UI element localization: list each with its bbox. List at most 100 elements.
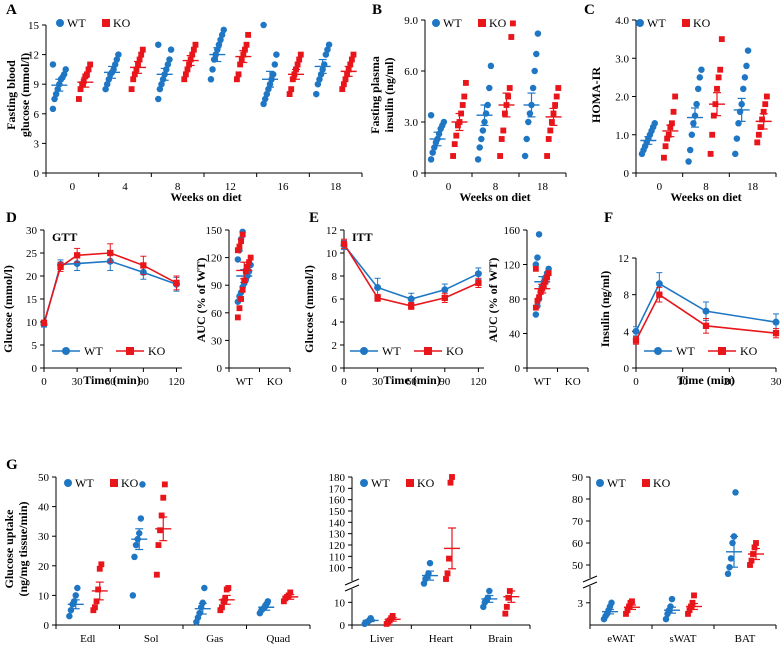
data-point-wt	[207, 76, 215, 83]
panel-letter: E	[309, 210, 319, 226]
y-tick-label: 40	[509, 329, 521, 341]
legend-label-wt: WT	[676, 344, 695, 358]
y-tick-label: 25	[26, 248, 38, 260]
x-axis-title: Time (min)	[83, 373, 140, 387]
data-point-ko	[624, 607, 631, 614]
data-point-ko	[225, 585, 232, 591]
data-point-ko	[242, 268, 249, 275]
data-point-wt	[271, 61, 279, 68]
data-point-ko	[449, 474, 455, 480]
y-tick-label: 60	[211, 308, 223, 320]
data-point-ko	[347, 61, 354, 68]
x-tick-label: Gas	[206, 633, 223, 645]
data-point-wt	[476, 144, 483, 151]
data-point-ko	[664, 135, 671, 142]
x-tick-label: 60	[105, 376, 117, 388]
panel-letter: G	[6, 457, 18, 473]
data-point-ko	[239, 231, 246, 238]
y-tick-label: 1.0	[615, 130, 629, 142]
data-point-wt	[667, 603, 674, 610]
data-point-ko	[441, 294, 448, 301]
data-point-wt	[66, 612, 73, 620]
data-point-ko	[234, 76, 240, 83]
data-point-ko	[669, 120, 675, 127]
y-tick-label: 6	[332, 294, 338, 306]
data-point-ko	[451, 141, 458, 148]
data-point-ko	[173, 279, 180, 287]
data-point-wt	[155, 95, 162, 103]
data-point-wt	[129, 592, 137, 599]
data-point-ko	[552, 102, 559, 108]
x-tick-label: WT	[236, 376, 253, 388]
data-point-ko	[662, 143, 669, 150]
data-point-ko	[540, 282, 547, 289]
data-point-ko	[672, 93, 679, 100]
x-tick-label: 20	[724, 376, 736, 388]
data-point-wt	[474, 156, 482, 163]
x-tick-label: BAT	[735, 633, 756, 645]
data-point-ko	[762, 101, 769, 108]
legend: WT KO	[52, 344, 166, 358]
data-point-ko	[344, 71, 350, 78]
y-tick-label: 70	[572, 516, 584, 528]
data-point-ko	[536, 294, 542, 301]
y-tick-label: 150	[206, 225, 223, 237]
data-point-wt	[220, 26, 227, 34]
data-point-ko	[459, 102, 466, 108]
y-tick-label: 2	[332, 340, 338, 352]
y-axis-title: Glucose (mmol/l)	[1, 265, 15, 353]
legend: WT KO	[432, 16, 507, 30]
x-tick-label: 30	[771, 376, 783, 388]
data-point-ko	[505, 93, 512, 100]
data-point-wt	[314, 80, 322, 88]
x-tick-label: 30	[372, 376, 384, 388]
y-tick-label: 12	[618, 253, 629, 265]
panel-letter: D	[6, 210, 17, 226]
y-axis-title: Glucose (mmol/l)	[302, 265, 316, 353]
y-tick-label: 170	[329, 483, 346, 495]
legend-label-ko: KO	[113, 16, 131, 30]
y-axis-title-line: Insulin (ng/ml)	[598, 271, 612, 347]
x-tick-label: Edl	[80, 633, 95, 645]
x-tick-label: WT	[534, 376, 551, 388]
x-tick-label: 18	[747, 181, 759, 193]
data-point-wt	[632, 327, 640, 335]
y-tick-label: 40	[38, 502, 50, 514]
data-point-ko	[73, 252, 81, 259]
data-point-wt	[217, 36, 224, 44]
x-tick-label: 90	[138, 376, 150, 388]
data-point-ko	[294, 61, 301, 68]
data-point-wt	[218, 31, 226, 39]
y-tick-label: 0	[340, 620, 346, 632]
data-point-ko	[444, 570, 451, 577]
data-point-ko	[243, 41, 250, 48]
data-point-wt	[49, 61, 57, 68]
data-point-wt	[474, 270, 482, 278]
y-tick-label: 8	[332, 271, 338, 283]
data-point-ko	[139, 46, 146, 53]
chart-title: GTT	[52, 230, 77, 244]
data-point-ko	[138, 51, 145, 58]
x-tick-label: 0	[657, 181, 663, 193]
data-point-ko	[450, 153, 457, 159]
legend-marker-wt	[56, 19, 64, 27]
panel-letter: A	[6, 2, 17, 18]
data-point-wt	[532, 311, 540, 318]
data-point-ko	[234, 247, 241, 254]
y-tick-label: 0	[624, 363, 630, 375]
data-point-wt	[729, 539, 736, 547]
data-point-wt	[209, 66, 216, 73]
data-point-ko	[128, 86, 135, 93]
data-point-ko	[247, 254, 254, 261]
legend-label-ko: KO	[693, 16, 711, 30]
y-tick-label: 3	[34, 138, 40, 150]
data-point-ko	[670, 108, 677, 115]
data-point-ko	[454, 122, 461, 129]
legend-marker-ko	[718, 347, 726, 355]
data-point-ko	[545, 136, 552, 142]
data-point-ko	[157, 527, 163, 534]
axis-break-mark	[344, 578, 360, 586]
data-point-ko	[753, 540, 759, 546]
legend-label-wt: WT	[371, 476, 390, 490]
data-point-wt	[441, 286, 449, 294]
